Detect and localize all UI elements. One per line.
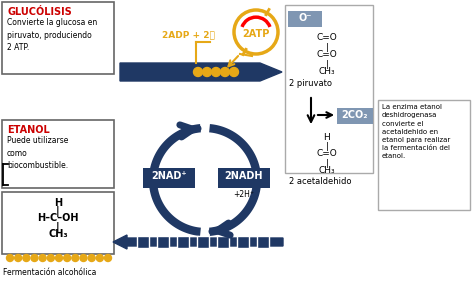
- Text: 2NADH: 2NADH: [225, 171, 263, 181]
- FancyBboxPatch shape: [257, 236, 269, 248]
- Text: 2 acetaldehido: 2 acetaldehido: [289, 177, 352, 186]
- Text: CH₃: CH₃: [319, 67, 335, 76]
- Text: GLUCÓLISIS: GLUCÓLISIS: [7, 7, 72, 17]
- Circle shape: [88, 255, 95, 261]
- Text: 2ADP + 2Ⓟ: 2ADP + 2Ⓟ: [162, 30, 215, 39]
- Text: Fermentación alcohólica: Fermentación alcohólica: [3, 268, 96, 277]
- Circle shape: [23, 255, 30, 261]
- FancyBboxPatch shape: [157, 236, 169, 248]
- Text: H: H: [324, 133, 330, 142]
- Text: |: |: [326, 43, 328, 52]
- Circle shape: [64, 255, 71, 261]
- Text: |: |: [326, 159, 328, 168]
- Text: 2ATP: 2ATP: [242, 29, 270, 39]
- FancyBboxPatch shape: [2, 192, 114, 254]
- Text: O⁻: O⁻: [298, 13, 312, 23]
- Circle shape: [55, 255, 63, 261]
- Text: Puede utilizarse
como
biocombustible.: Puede utilizarse como biocombustible.: [7, 136, 68, 170]
- FancyBboxPatch shape: [2, 120, 114, 188]
- Text: C=O: C=O: [317, 149, 337, 158]
- FancyArrow shape: [120, 63, 282, 81]
- Text: CH₃: CH₃: [48, 229, 68, 239]
- Circle shape: [104, 255, 111, 261]
- Circle shape: [15, 255, 22, 261]
- FancyBboxPatch shape: [378, 100, 470, 210]
- Text: H: H: [54, 198, 62, 208]
- Text: Convierte la glucosa en
piruvato, produciendo
2 ATP.: Convierte la glucosa en piruvato, produc…: [7, 18, 97, 52]
- FancyBboxPatch shape: [143, 168, 195, 188]
- FancyBboxPatch shape: [137, 236, 149, 248]
- FancyBboxPatch shape: [285, 5, 373, 173]
- FancyBboxPatch shape: [177, 236, 189, 248]
- Circle shape: [211, 67, 220, 77]
- Circle shape: [31, 255, 38, 261]
- Text: 2NAD⁺: 2NAD⁺: [151, 171, 187, 181]
- FancyBboxPatch shape: [237, 236, 249, 248]
- FancyBboxPatch shape: [197, 236, 209, 248]
- Text: CH₃: CH₃: [319, 166, 335, 175]
- Circle shape: [193, 67, 202, 77]
- Circle shape: [202, 67, 211, 77]
- Circle shape: [47, 255, 55, 261]
- Text: |: |: [326, 142, 328, 151]
- Text: |: |: [56, 206, 60, 217]
- Circle shape: [80, 255, 87, 261]
- Text: 2CO₂: 2CO₂: [342, 110, 368, 120]
- Circle shape: [220, 67, 229, 77]
- Circle shape: [96, 255, 103, 261]
- FancyArrow shape: [113, 235, 283, 249]
- Text: ETANOL: ETANOL: [7, 125, 50, 135]
- Circle shape: [39, 255, 46, 261]
- Text: H–C–OH: H–C–OH: [37, 213, 79, 223]
- Text: |: |: [56, 222, 60, 233]
- Text: C=O: C=O: [317, 33, 337, 42]
- FancyBboxPatch shape: [217, 236, 229, 248]
- FancyBboxPatch shape: [2, 2, 114, 74]
- Text: La enzima etanol
deshidrogenasa
convierte el
acetaldehido en
etanol para realiza: La enzima etanol deshidrogenasa conviert…: [382, 104, 450, 159]
- FancyBboxPatch shape: [337, 108, 373, 124]
- Text: 2 piruvato: 2 piruvato: [289, 79, 332, 88]
- Text: |: |: [326, 60, 328, 69]
- FancyBboxPatch shape: [218, 168, 270, 188]
- Circle shape: [72, 255, 79, 261]
- Text: C=O: C=O: [317, 50, 337, 59]
- Circle shape: [7, 255, 13, 261]
- Circle shape: [229, 67, 238, 77]
- Text: +2H⁺: +2H⁺: [234, 190, 255, 199]
- FancyBboxPatch shape: [288, 11, 322, 27]
